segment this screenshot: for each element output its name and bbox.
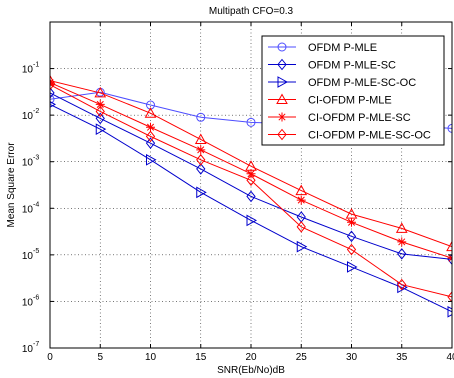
x-tick-label: 20 bbox=[245, 352, 257, 363]
y-tick-exponent: -5 bbox=[33, 248, 39, 255]
data-point bbox=[246, 214, 258, 227]
y-tick-label: 10 bbox=[22, 204, 34, 215]
data-point bbox=[347, 217, 356, 227]
legend-marker bbox=[277, 112, 287, 122]
y-tick-exponent: -3 bbox=[33, 155, 39, 162]
y-tick-exponent: -1 bbox=[33, 62, 39, 69]
x-tick-label: 10 bbox=[145, 352, 157, 363]
legend-label: OFDM P-MLE-SC bbox=[308, 60, 396, 72]
legend-label: OFDM P-MLE bbox=[308, 42, 377, 54]
data-point bbox=[145, 137, 156, 149]
data-point bbox=[144, 107, 157, 118]
series-line bbox=[50, 84, 452, 298]
data-point bbox=[346, 243, 357, 256]
legend-label: CI-OFDM P-MLE-SC bbox=[308, 112, 411, 124]
x-tick-label: 35 bbox=[396, 352, 408, 363]
data-point bbox=[145, 130, 156, 143]
series-line bbox=[50, 80, 452, 248]
data-point bbox=[146, 122, 155, 132]
x-tick-label: 30 bbox=[346, 352, 358, 363]
data-point bbox=[246, 117, 256, 127]
data-point bbox=[447, 305, 452, 318]
legend-marker bbox=[276, 93, 288, 104]
data-point bbox=[94, 86, 107, 98]
legend-item: CI-OFDM P-MLE bbox=[268, 93, 392, 107]
legend-marker bbox=[277, 76, 289, 88]
y-tick-exponent: -4 bbox=[33, 201, 39, 208]
x-tick-label: 40 bbox=[446, 352, 454, 363]
legend-label: CI-OFDM P-MLE-SC-OC bbox=[308, 130, 431, 142]
legend: OFDM P-MLE OFDM P-MLE-SC OFDM P-MLE-SC-OC C… bbox=[261, 35, 445, 146]
series-line bbox=[50, 92, 452, 260]
x-tick-label: 15 bbox=[195, 352, 207, 363]
data-point bbox=[246, 169, 256, 179]
y-tick-exponent: -2 bbox=[33, 108, 39, 115]
chart-title: Multipath CFO=0.3 bbox=[209, 6, 294, 17]
data-point bbox=[50, 94, 55, 104]
y-tick-label: 10 bbox=[22, 111, 34, 122]
data-point bbox=[95, 99, 105, 109]
x-tick-label: 25 bbox=[296, 352, 308, 363]
data-point bbox=[194, 133, 207, 144]
data-point bbox=[196, 112, 206, 122]
y-tick-label: 10 bbox=[22, 158, 34, 169]
y-tick-label: 10 bbox=[22, 297, 34, 308]
legend-item: CI-OFDM P-MLE-SC bbox=[268, 112, 411, 124]
data-point bbox=[146, 153, 157, 166]
data-point bbox=[397, 248, 407, 260]
data-point bbox=[397, 278, 407, 291]
series-line bbox=[50, 103, 452, 313]
data-point bbox=[446, 240, 452, 252]
legend-marker bbox=[277, 128, 287, 141]
series-5 bbox=[50, 78, 452, 263]
data-point bbox=[196, 153, 206, 166]
data-point bbox=[246, 190, 256, 203]
x-axis-label: SNR(Eb/No)dB bbox=[217, 365, 285, 376]
legend-box bbox=[261, 35, 445, 146]
data-point bbox=[296, 221, 306, 233]
legend-item: OFDM P-MLE-SC-OC bbox=[268, 76, 416, 89]
y-tick-label: 10 bbox=[22, 65, 34, 76]
legend-marker bbox=[277, 42, 287, 52]
legend-item: CI-OFDM P-MLE-SC-OC bbox=[268, 128, 431, 142]
data-point bbox=[95, 112, 105, 125]
data-point bbox=[50, 78, 55, 91]
data-point bbox=[346, 230, 357, 243]
x-tick-label: 5 bbox=[97, 352, 103, 363]
data-point bbox=[196, 186, 207, 199]
y-tick-label: 10 bbox=[22, 344, 34, 355]
data-point bbox=[447, 123, 452, 133]
data-point bbox=[50, 87, 55, 99]
legend-item: OFDM P-MLE-SC bbox=[268, 58, 396, 72]
y-tick-label: 10 bbox=[22, 251, 34, 262]
data-point bbox=[296, 240, 308, 253]
data-point bbox=[95, 123, 107, 136]
legend-label: OFDM P-MLE-SC-OC bbox=[308, 77, 416, 89]
data-point bbox=[397, 237, 407, 247]
legend-label: CI-OFDM P-MLE bbox=[308, 95, 392, 107]
data-point bbox=[196, 145, 206, 155]
data-point bbox=[196, 163, 206, 175]
y-tick-exponent: -6 bbox=[33, 294, 39, 301]
legend-marker bbox=[277, 58, 287, 71]
data-point bbox=[246, 174, 256, 187]
x-tick-label: 0 bbox=[47, 352, 53, 363]
axis-ticks: 051015202530354010-710-610-510-410-310-2… bbox=[22, 22, 454, 363]
y-axis-label: Mean Square Error bbox=[6, 142, 17, 228]
data-point bbox=[395, 222, 408, 233]
data-point bbox=[295, 184, 308, 196]
y-tick-exponent: -7 bbox=[33, 341, 39, 348]
data-point bbox=[95, 105, 105, 118]
legend-item: OFDM P-MLE bbox=[268, 42, 377, 54]
data-point bbox=[447, 291, 452, 303]
data-point bbox=[296, 195, 306, 205]
series-6 bbox=[50, 78, 452, 303]
data-point bbox=[347, 261, 358, 273]
